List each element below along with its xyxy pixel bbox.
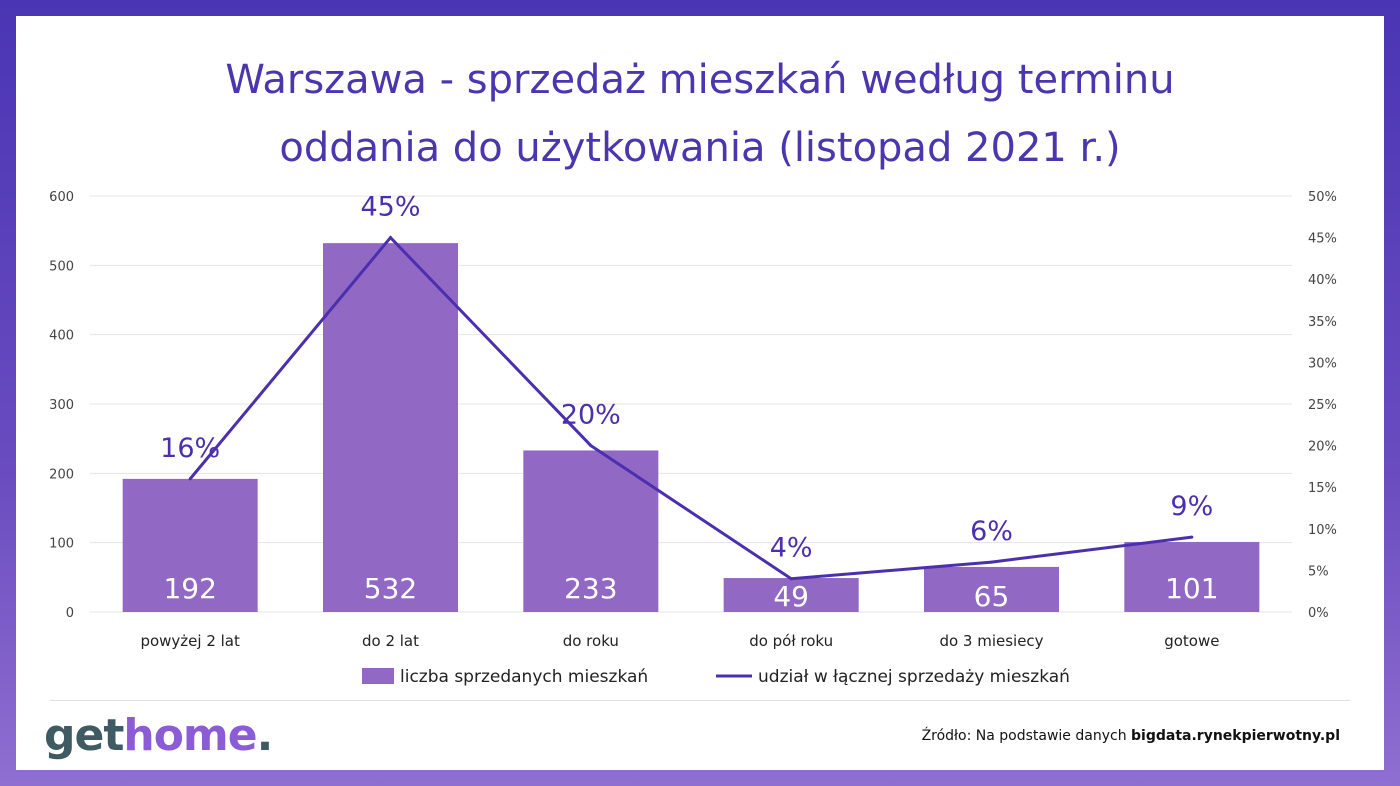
y-right-tick-label: 15% — [1308, 481, 1337, 496]
y-right-tick-label: 25% — [1308, 398, 1337, 413]
bar — [924, 566, 1059, 612]
gethome-logo: gethome. — [44, 710, 273, 761]
y-right-tick-label: 20% — [1308, 440, 1337, 455]
bar — [323, 243, 458, 612]
bar-value-label: 192 — [163, 572, 216, 605]
y-right-tick-label: 40% — [1308, 273, 1337, 288]
y-left-tick-label: 200 — [49, 467, 74, 482]
bar-value-label: 233 — [564, 572, 617, 605]
chart-title: Warszawa - sprzedaż mieszkań według term… — [16, 46, 1384, 182]
line-value-label: 16% — [160, 433, 220, 464]
y-right-tick-label: 45% — [1308, 232, 1337, 247]
bar-value-label: 101 — [1165, 572, 1218, 605]
line-value-label: 20% — [561, 400, 621, 431]
line-point — [1190, 535, 1194, 539]
share-line — [189, 235, 1193, 581]
x-tick-label: gotowe — [1164, 632, 1219, 650]
line-point — [789, 577, 793, 581]
bar-value-label: 532 — [364, 572, 417, 605]
title-line-2: oddania do użytkowania (listopad 2021 r.… — [279, 125, 1121, 171]
source-prefix: Źródło: Na podstawie danych — [921, 728, 1132, 744]
footer-divider — [50, 700, 1350, 701]
x-tick-label: do 2 lat — [362, 632, 419, 650]
x-tick-label: do 3 miesiecy — [939, 632, 1043, 650]
y-right-tick-label: 30% — [1308, 356, 1337, 371]
legend-line-label: udział w łącznej sprzedaży mieszkań — [758, 667, 1070, 687]
y-left-tick-label: 0 — [66, 606, 74, 621]
line-value-label: 4% — [770, 533, 813, 564]
y-left-tick-label: 300 — [49, 398, 74, 413]
bar-value-label: 65 — [974, 580, 1010, 613]
y-left-tick-label: 400 — [49, 329, 74, 344]
line-point — [188, 477, 192, 481]
title-line-1: Warszawa - sprzedaż mieszkań według term… — [225, 57, 1175, 103]
bar-value-label: 49 — [773, 580, 809, 613]
chart-card: Warszawa - sprzedaż mieszkań według term… — [16, 16, 1384, 770]
line-point — [990, 560, 993, 564]
bar — [523, 450, 659, 612]
y-right-tick-label: 35% — [1308, 315, 1337, 330]
bar — [1124, 541, 1260, 612]
line-point — [589, 444, 593, 448]
bar — [723, 578, 859, 612]
line-value-label: 45% — [360, 192, 420, 223]
y-left-tick-label: 600 — [49, 190, 74, 205]
x-tick-label: do roku — [563, 632, 619, 650]
y-right-tick-label: 10% — [1308, 523, 1337, 538]
x-tick-label: powyżej 2 lat — [140, 632, 240, 650]
source-note: Źródło: Na podstawie danych bigdata.ryne… — [922, 728, 1340, 744]
combo-chart: 0 100 200 300 400 500 600 0% 5% 10% 15% 20% 25% 30% 35… — [49, 190, 1337, 687]
legend-bar-label: liczba sprzedanych mieszkań — [400, 667, 648, 687]
bar — [122, 478, 258, 612]
y-right-tick-label: 5% — [1308, 564, 1329, 579]
line-point — [389, 236, 392, 240]
source-link: bigdata.rynekpierwotny.pl — [1131, 728, 1340, 744]
y-left-tick-label: 100 — [49, 537, 74, 552]
line-value-label: 6% — [970, 516, 1013, 547]
y-right-tick-label: 0% — [1308, 606, 1329, 621]
legend-bar-swatch — [362, 668, 394, 684]
x-tick-label: do pół roku — [749, 632, 833, 650]
y-left-tick-label: 500 — [49, 259, 74, 274]
y-right-tick-label: 50% — [1308, 190, 1337, 205]
line-value-label: 9% — [1170, 491, 1213, 522]
